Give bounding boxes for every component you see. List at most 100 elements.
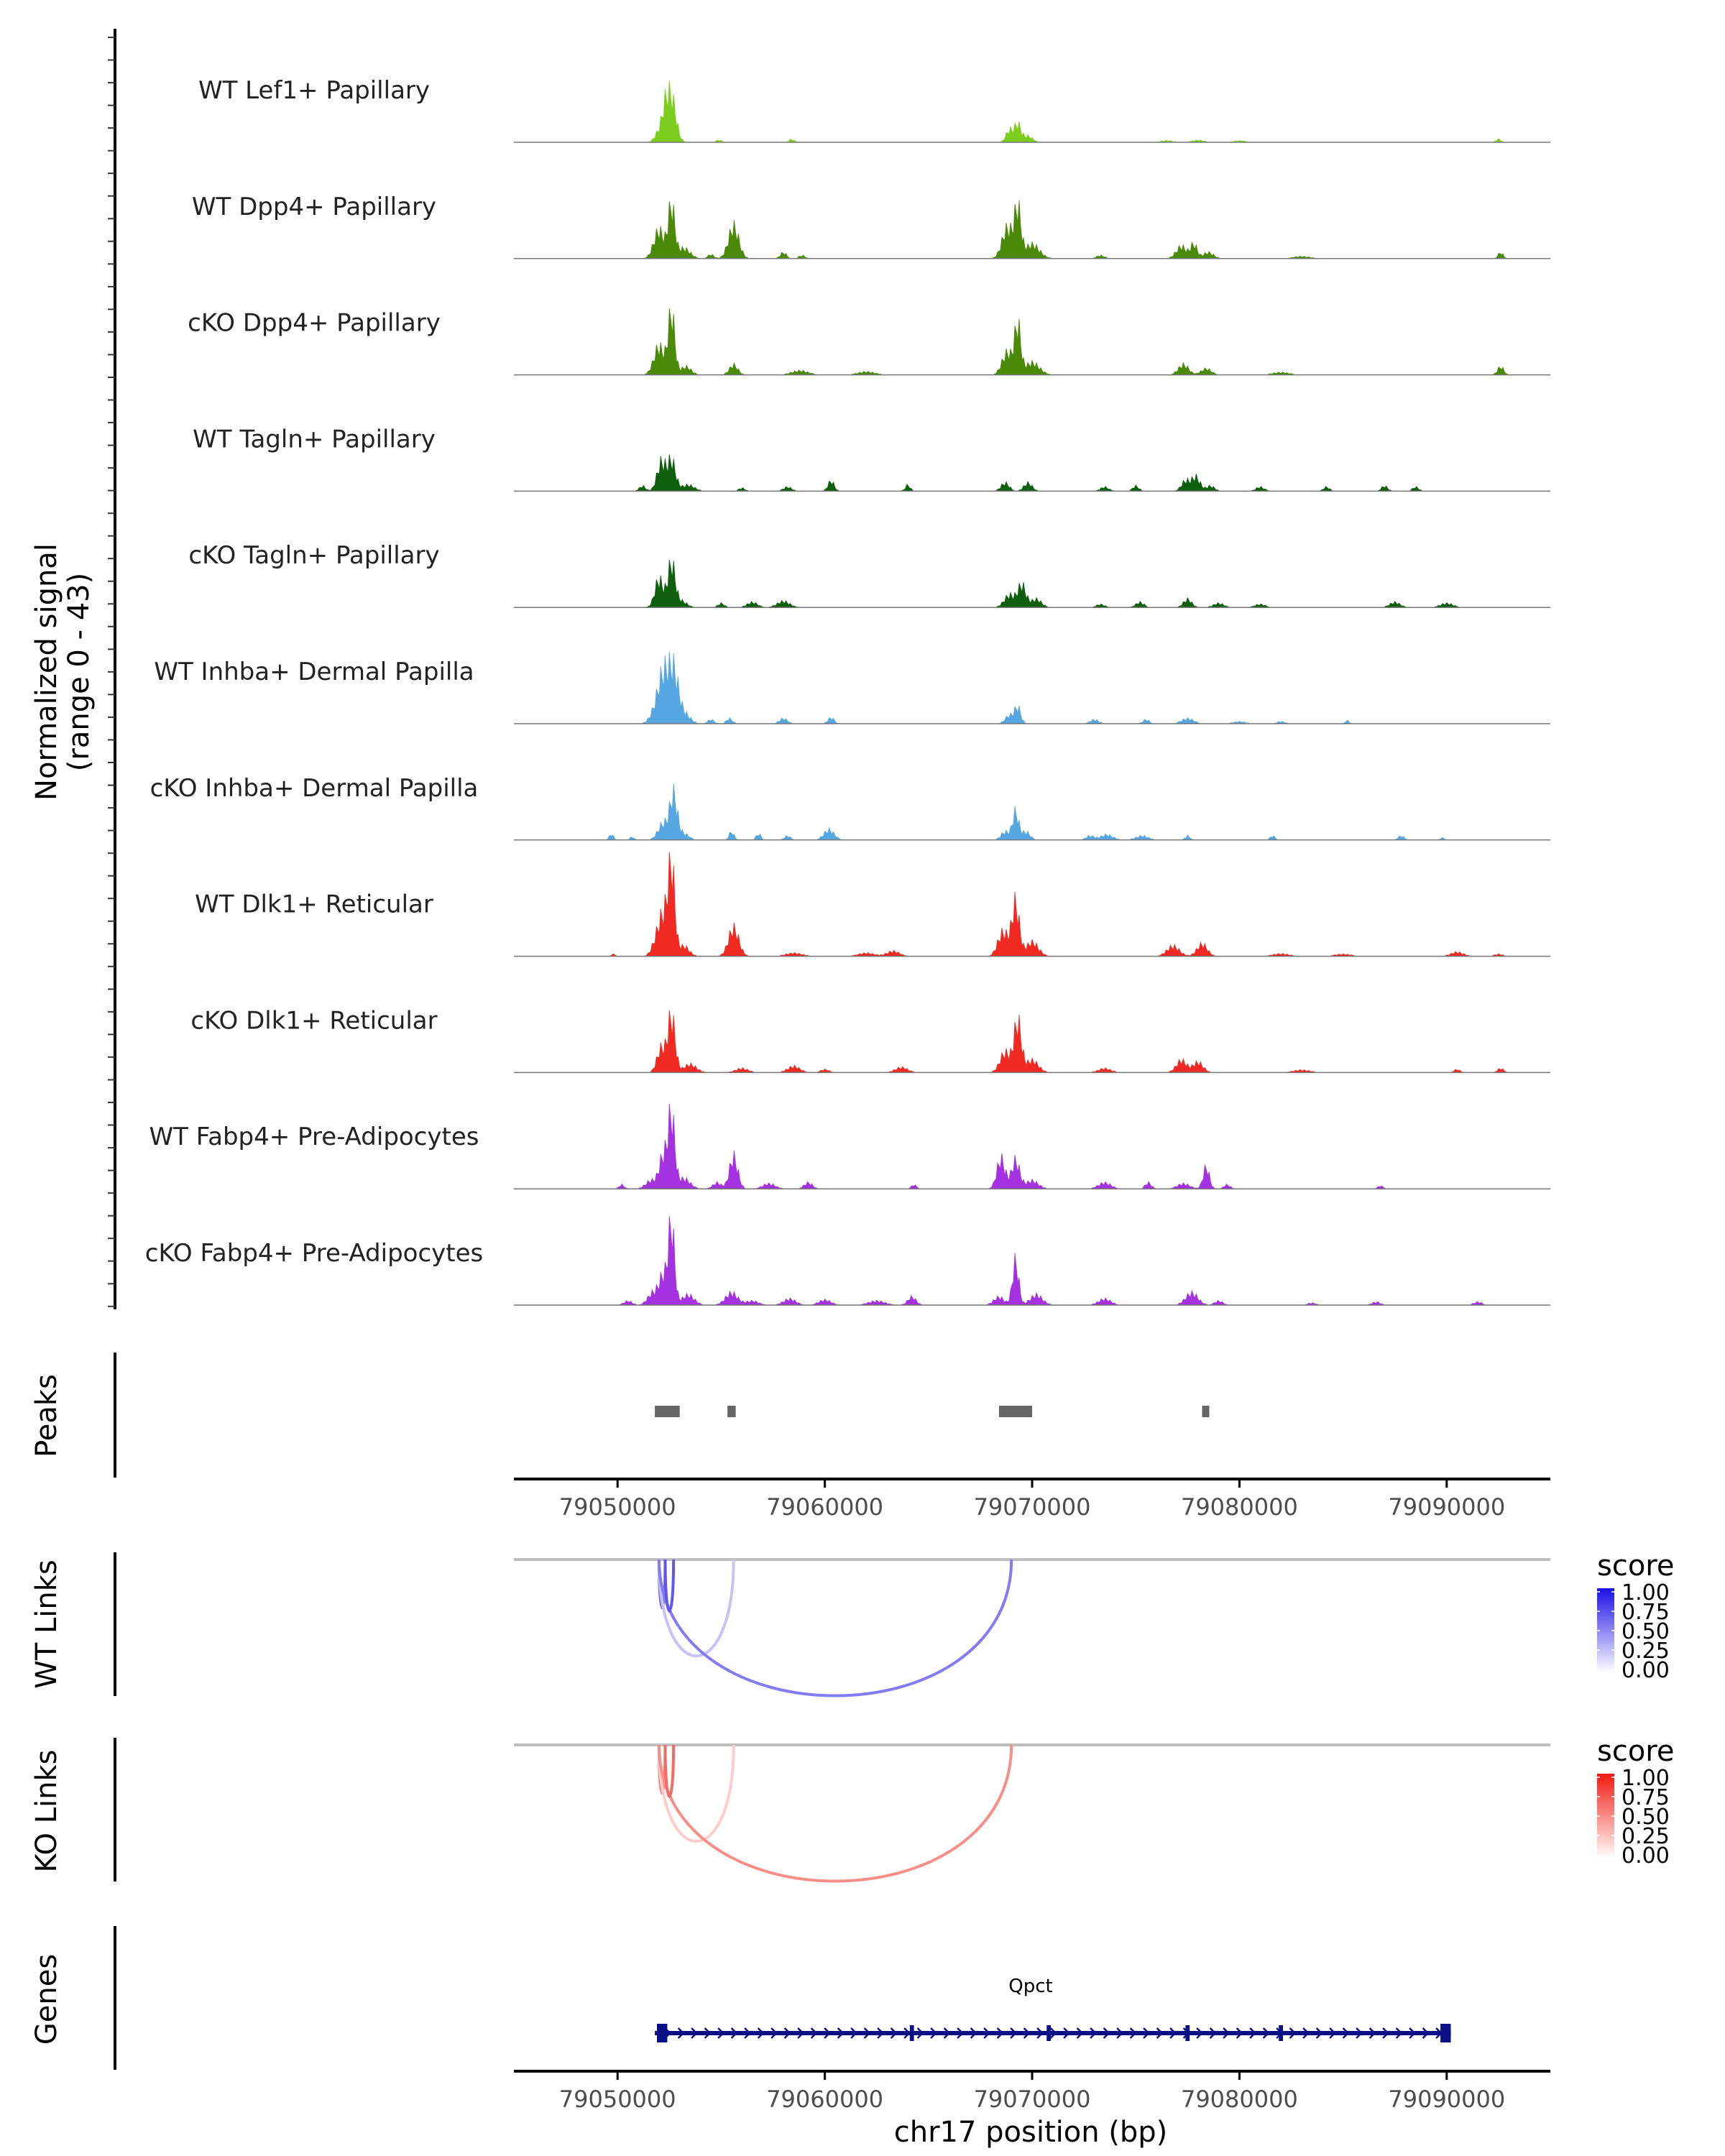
- strand-arrow: [890, 2027, 898, 2039]
- link-arc: [663, 1559, 676, 1613]
- coverage-area: [514, 852, 1550, 957]
- strand-arrow: [1169, 2027, 1177, 2039]
- strand-arrow: [1382, 2027, 1389, 2039]
- gene-exon: [1440, 2024, 1451, 2042]
- links-legend-tick-label: 0.25: [1622, 1639, 1670, 1664]
- peak-region: [655, 1406, 680, 1417]
- strand-arrow: [1036, 2027, 1044, 2039]
- top-x-tick-label: 79050000: [559, 1493, 676, 1521]
- track-label: WT Inhba+ Dermal Papilla: [154, 658, 474, 686]
- strand-arrow: [1315, 2027, 1323, 2039]
- strand-arrow: [1262, 2027, 1270, 2039]
- strand-arrow: [677, 2027, 685, 2039]
- peak-region: [1202, 1406, 1210, 1417]
- strand-arrow: [770, 2027, 778, 2039]
- x-axis-label: chr17 position (bp): [894, 2116, 1168, 2149]
- peak-region: [727, 1406, 736, 1417]
- track-label: WT Dpp4+ Papillary: [192, 193, 436, 221]
- links-legend-title: score: [1597, 1549, 1674, 1583]
- track-label: WT Lef1+ Papillary: [198, 76, 430, 105]
- genes-x-axis: 79050000 79060000 79070000 79080000 79090000: [514, 2070, 1550, 2113]
- strand-arrow: [1223, 2027, 1230, 2039]
- link-arc: [657, 1559, 1013, 1697]
- strand-arrow: [783, 2027, 791, 2039]
- strand-arrow: [863, 2027, 871, 2039]
- link-arc: [657, 1744, 735, 1843]
- coverage-area: [514, 651, 1550, 724]
- track-label: WT Dlk1+ Reticular: [195, 890, 433, 919]
- strand-arrow: [1076, 2027, 1084, 2039]
- strand-arrow: [1129, 2027, 1137, 2039]
- strand-arrow: [1422, 2027, 1430, 2039]
- strand-arrow: [1249, 2027, 1256, 2039]
- coverage-area: [514, 559, 1550, 608]
- coverage-area: [514, 200, 1550, 259]
- links-legend-tick-label: 0.50: [1622, 1619, 1670, 1644]
- strand-arrow: [1302, 2027, 1310, 2039]
- strand-arrow: [1395, 2027, 1403, 2039]
- strand-arrow: [957, 2027, 964, 2039]
- track-label: cKO Dpp4+ Papillary: [188, 309, 441, 338]
- links-legend-tick-label: 0.50: [1622, 1805, 1670, 1830]
- links-panels: score1.000.750.500.250.00score1.000.750.…: [114, 1549, 1674, 1883]
- strand-arrow: [1356, 2027, 1363, 2039]
- bottom-x-tick-label: 79060000: [766, 2086, 883, 2113]
- coverage-area: [514, 454, 1550, 492]
- link-arc: [663, 1744, 676, 1798]
- track-label: WT Tagln+ Papillary: [193, 425, 436, 453]
- strand-arrow: [1209, 2027, 1217, 2039]
- link-arc: [657, 1559, 735, 1658]
- coverage-area: [514, 308, 1550, 375]
- coverage-y-axis-label-line1: Normalized signal: [30, 543, 63, 801]
- links-legend-tick-label: 1.00: [1622, 1766, 1670, 1791]
- strand-arrow: [1116, 2027, 1123, 2039]
- genes-track-label: Genes: [30, 1954, 63, 2045]
- gene-name-label: Qpct: [1008, 1976, 1052, 1997]
- links-legend-tick-label: 0.25: [1622, 1824, 1670, 1849]
- strand-arrow: [717, 2027, 724, 2039]
- track-label: cKO Dlk1+ Reticular: [190, 1006, 437, 1035]
- strand-arrow: [691, 2027, 698, 2039]
- strand-arrow: [730, 2027, 738, 2039]
- strand-arrow: [1103, 2027, 1110, 2039]
- bottom-x-tick-label: 79080000: [1181, 2086, 1298, 2113]
- links-legend-tick-label: 0.00: [1622, 1658, 1670, 1683]
- gene-exon: [1046, 2025, 1051, 2041]
- strand-arrow: [797, 2027, 804, 2039]
- track-label: WT Fabp4+ Pre-Adipocytes: [150, 1123, 479, 1151]
- strand-arrow: [1143, 2027, 1150, 2039]
- coverage-area: [514, 1010, 1550, 1073]
- track-label: cKO Tagln+ Papillary: [188, 541, 439, 570]
- strand-arrow: [1063, 2027, 1070, 2039]
- strand-arrow: [916, 2027, 924, 2039]
- strand-arrow: [757, 2027, 765, 2039]
- links-legend-tick-label: 0.75: [1622, 1600, 1670, 1625]
- gene-exon: [1279, 2025, 1283, 2041]
- strand-arrow: [744, 2027, 751, 2039]
- links-legend-tick-label: 1.00: [1622, 1580, 1670, 1606]
- coverage-area: [514, 1103, 1550, 1189]
- strand-arrow: [1196, 2027, 1203, 2039]
- strand-arrow: [850, 2027, 857, 2039]
- coverage-area: [514, 80, 1550, 143]
- links-legend-title: score: [1597, 1735, 1674, 1768]
- strand-arrow: [1342, 2027, 1350, 2039]
- links-legend-tick-label: 0.00: [1622, 1843, 1670, 1869]
- strand-arrow: [903, 2027, 911, 2039]
- strand-arrow: [824, 2027, 831, 2039]
- gene-exon: [1185, 2025, 1190, 2041]
- coverage-y-axis-label-line2: (range 0 - 43): [63, 573, 96, 771]
- strand-arrow: [704, 2027, 712, 2039]
- top-x-tick-label: 79090000: [1388, 1493, 1505, 1521]
- top-x-tick-label: 79080000: [1181, 1493, 1298, 1521]
- coverage-area: [514, 1216, 1550, 1306]
- links-legend-tick-label: 0.75: [1622, 1785, 1670, 1810]
- strand-arrow: [1049, 2027, 1057, 2039]
- strand-arrow: [837, 2027, 845, 2039]
- strand-arrow: [983, 2027, 990, 2039]
- coverage-panel: WT Lef1+ Papillary WT Dpp4+ Papillary cKO …: [108, 29, 1550, 1309]
- track-label: cKO Fabp4+ Pre-Adipocytes: [145, 1239, 484, 1268]
- strand-arrow: [1156, 2027, 1164, 2039]
- genes-panel: Qpct: [114, 1926, 1451, 2070]
